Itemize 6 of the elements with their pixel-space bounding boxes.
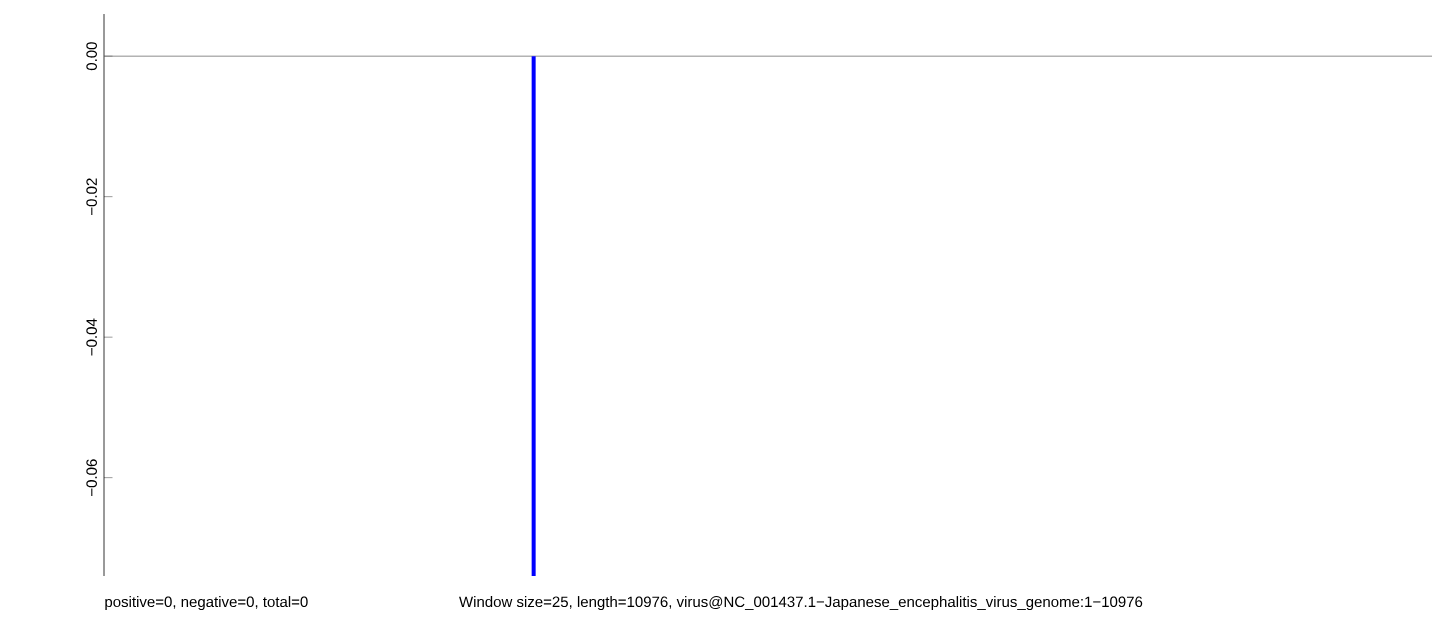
y-tick-label: −0.04 xyxy=(86,318,97,356)
y-tick-label: −0.06 xyxy=(86,459,97,496)
text: Window size=25, length=10976, virus@NC_001437.1−Japanese_encephalitis_virus_genome:1−10976 xyxy=(459,596,1143,611)
y-tick-label: 0.00 xyxy=(86,42,97,71)
text: positive=0, negative=0, total=0 xyxy=(105,596,308,611)
y-tick-label: −0.02 xyxy=(86,178,97,215)
